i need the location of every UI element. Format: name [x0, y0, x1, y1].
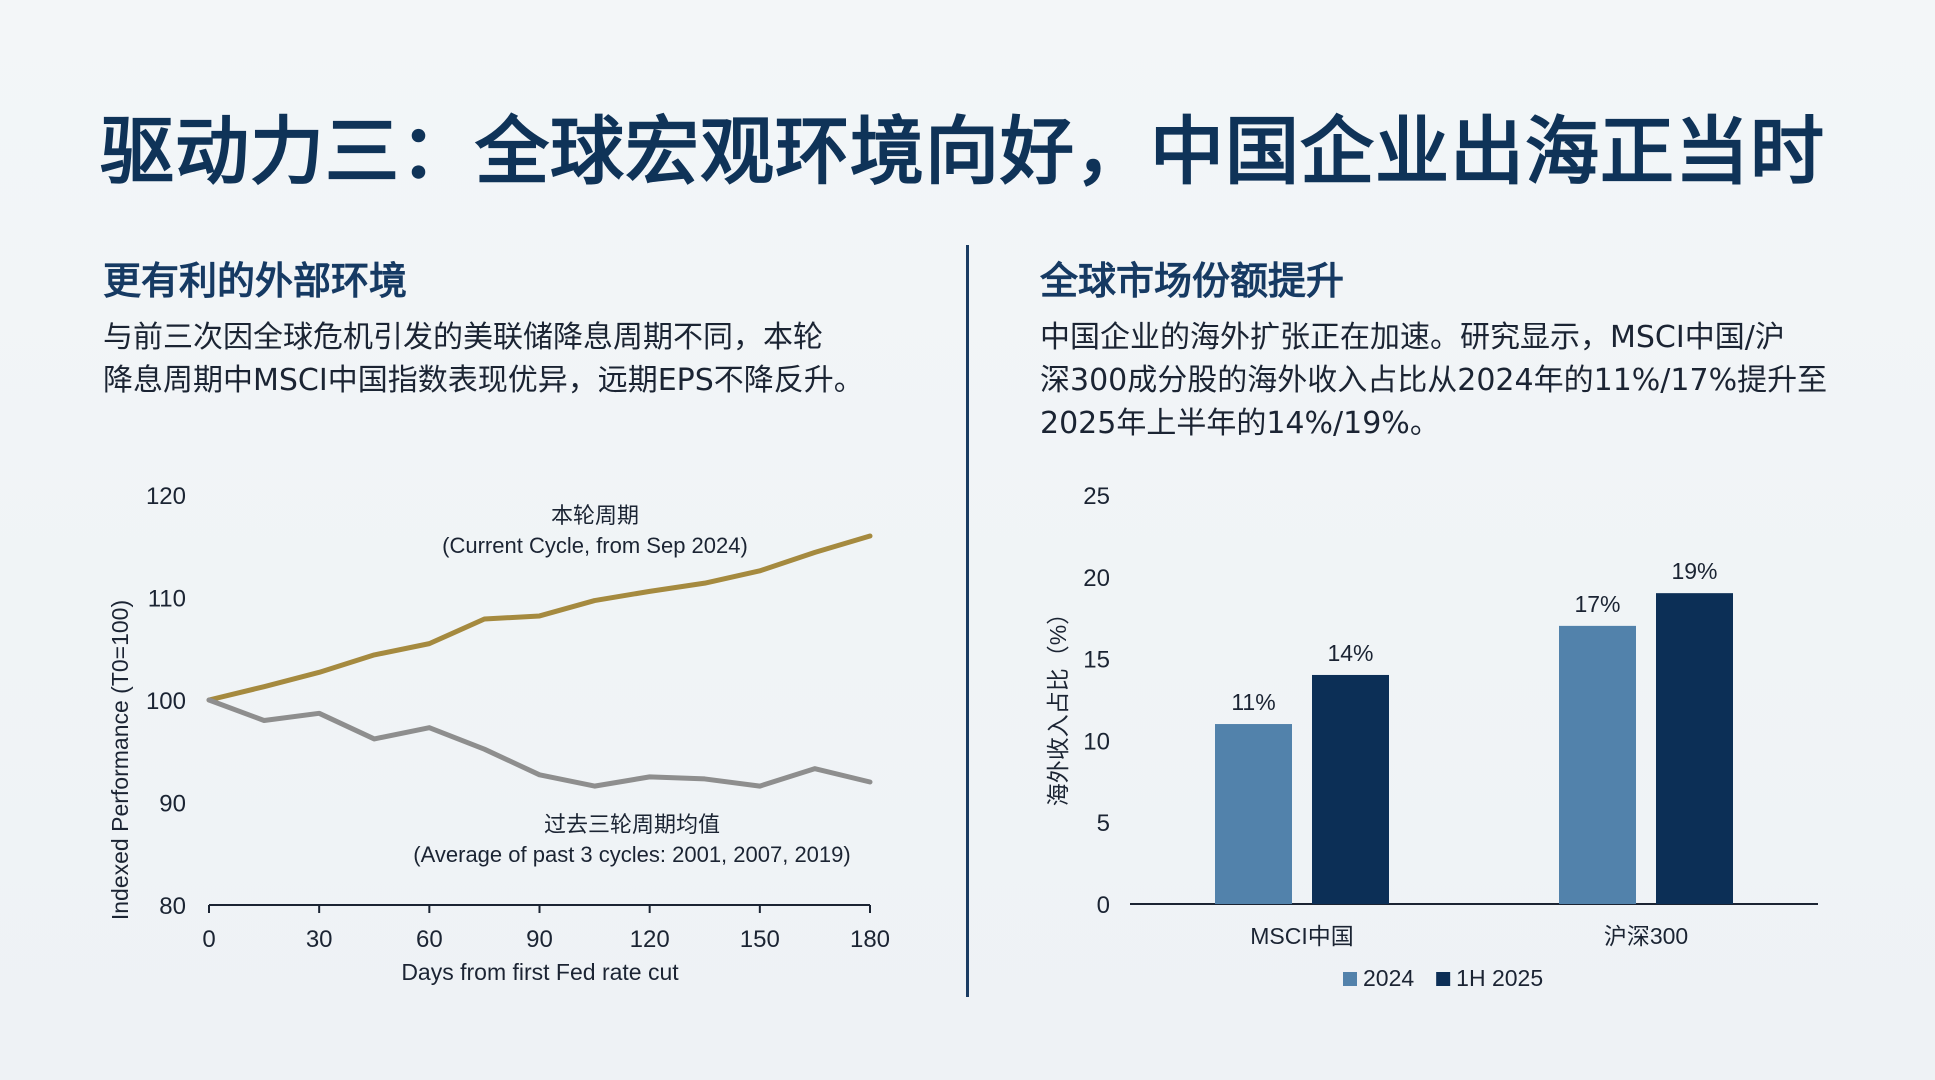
left-text-line: 降息周期中MSCI中国指数表现优异，远期EPS不降反升。 [103, 363, 864, 398]
line-chart: 0 30 60 90 120 150 180 80 90 100 110 120 本轮周期 (Curre… [107, 483, 890, 985]
bar [1559, 625, 1636, 904]
bar-value-label: 17% [1574, 591, 1620, 617]
y-tick-label: 80 [159, 893, 186, 920]
series-label-2: 过去三轮周期均值 [544, 812, 720, 837]
bar-value-label: 19% [1671, 558, 1717, 584]
right-panel-heading: 全球市场份额提升 [1040, 259, 1345, 303]
bar-chart-axes: 0 5 10 15 20 25 MSCI中国 沪深300 [1083, 483, 1818, 949]
bar [1215, 724, 1292, 904]
right-text-line: 深300成分股的海外收入占比从2024年的11%/17%提升至 [1040, 363, 1828, 398]
right-text-line: 中国企业的海外扩张正在加速。研究显示，MSCI中国/沪 [1040, 320, 1785, 355]
y-tick-label: 0 [1097, 892, 1110, 919]
line-chart-axes: 0 30 60 90 120 150 180 80 90 100 110 120 [146, 483, 890, 953]
series-label-1: 本轮周期 [551, 503, 639, 528]
bar-chart-bars: 11% 14% 17% 19% [1215, 558, 1733, 904]
category-label: MSCI中国 [1250, 923, 1354, 949]
panel-divider [966, 245, 969, 997]
x-tick-label: 90 [526, 926, 553, 953]
legend-swatch [1436, 972, 1451, 986]
category-label: 沪深300 [1604, 923, 1688, 949]
legend-swatch [1343, 972, 1357, 986]
slide-title: 驱动力三：全球宏观环境向好，中国企业出海正当时 [100, 109, 1825, 195]
legend-label: 2024 [1363, 965, 1414, 991]
left-text-line: 与前三次因全球危机引发的美联储降息周期不同，本轮 [103, 320, 823, 355]
legend-label: 1H 2025 [1456, 965, 1543, 991]
y-tick-label: 15 [1083, 647, 1110, 674]
y-tick-label: 100 [146, 688, 186, 715]
bar-chart-legend: 2024 1H 2025 [1343, 965, 1543, 991]
y-tick-label: 120 [146, 483, 186, 510]
y-tick-label: 90 [159, 791, 186, 818]
bar [1312, 674, 1389, 904]
bar [1656, 593, 1733, 904]
y-tick-label: 20 [1083, 565, 1110, 592]
line-chart-series [206, 533, 873, 789]
line-series-2 [206, 697, 873, 789]
y-tick-label: 25 [1083, 483, 1110, 510]
series-label-2: (Average of past 3 cycles: 2001, 2007, 2… [413, 842, 850, 867]
bar-chart: 0 5 10 15 20 25 MSCI中国 沪深300 11% 14% 17% 19% 2024 1… [1045, 483, 1818, 991]
left-panel-heading: 更有利的外部环境 [103, 259, 408, 303]
right-panel-text: 中国企业的海外扩张正在加速。研究显示，MSCI中国/沪 深300成分股的海外收入… [1040, 316, 1827, 445]
line-chart-x-axis-label: Days from first Fed rate cut [401, 959, 679, 985]
left-panel-text: 与前三次因全球危机引发的美联储降息周期不同，本轮 降息周期中MSCI中国指数表现… [103, 316, 864, 402]
bar-value-label: 14% [1327, 640, 1373, 666]
line-series-1 [206, 533, 873, 703]
bar-value-label: 11% [1231, 689, 1275, 715]
line-chart-series-labels: 本轮周期 (Current Cycle, from Sep 2024) 过去三轮周期… [413, 503, 850, 867]
x-tick-label: 0 [202, 926, 215, 953]
x-tick-label: 180 [850, 926, 890, 953]
bar-chart-y-axis-label: 海外收入占比（%） [1045, 602, 1071, 806]
y-tick-label: 5 [1097, 810, 1110, 837]
x-tick-label: 120 [630, 926, 670, 953]
right-text-line: 2025年上半年的14%/19%。 [1040, 406, 1440, 441]
y-tick-label: 110 [148, 586, 186, 613]
line-chart-y-axis-label: Indexed Performance (T0=100) [107, 600, 133, 920]
y-tick-label: 10 [1083, 728, 1110, 755]
x-tick-label: 30 [306, 926, 333, 953]
x-tick-label: 60 [416, 926, 443, 953]
series-label-1: (Current Cycle, from Sep 2024) [442, 533, 748, 558]
x-tick-label: 150 [740, 926, 780, 953]
